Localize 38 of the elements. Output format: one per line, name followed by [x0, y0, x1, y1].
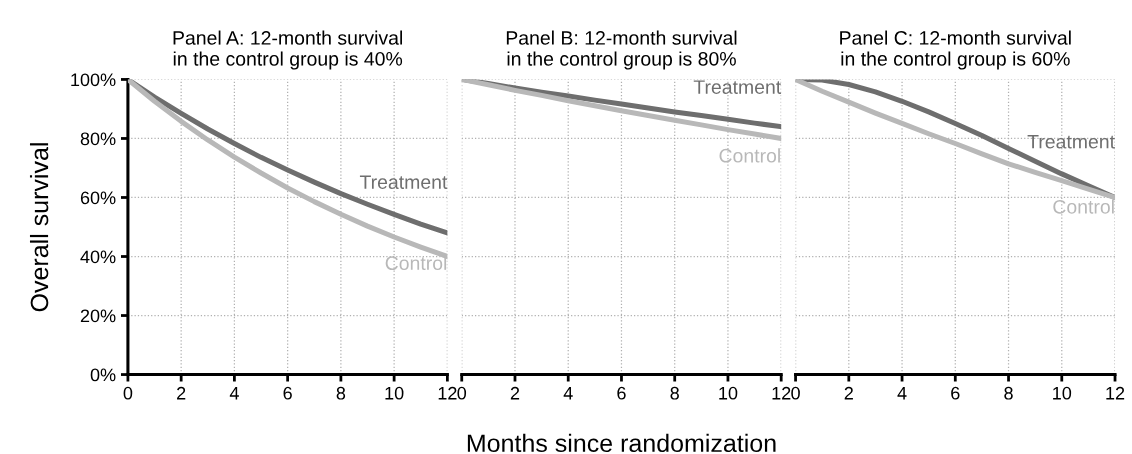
y-axis-title: Overall survival — [29, 143, 49, 312]
x-tick-label: 10 — [719, 386, 738, 400]
series-label: Treatment — [693, 80, 782, 94]
chart-title: Panel C: 12-month survival in the control group is 60% — [840, 30, 1071, 70]
x-axis-title: Months since randomization — [467, 433, 776, 453]
chart-title: Panel A: 12-month survival in the control group is 40% — [173, 30, 403, 70]
x-tick-label: 0 — [791, 386, 800, 400]
x-tick-label: 2 — [510, 386, 520, 400]
series-label: Treatment — [359, 175, 448, 189]
y-tick-label: 60% — [80, 191, 116, 205]
x-tick-label: 0 — [457, 386, 467, 400]
x-tick-label: 6 — [617, 386, 626, 400]
x-tick-label: 10 — [1053, 386, 1072, 400]
series-label: Treatment — [1027, 134, 1115, 149]
x-tick-label: 0 — [123, 386, 133, 400]
x-tick-label: 8 — [1004, 386, 1013, 400]
x-tick-label: 2 — [177, 386, 186, 400]
chart-title: Panel B: 12-month survival in the control group is 80% — [506, 30, 737, 70]
y-tick-label: 100% — [71, 73, 116, 87]
x-tick-label: 6 — [283, 386, 292, 400]
x-tick-label: 2 — [844, 386, 853, 400]
x-tick-label: 10 — [385, 386, 404, 400]
x-tick-label: 8 — [670, 386, 679, 400]
x-tick-label: 4 — [563, 387, 573, 400]
x-tick-label: 12 — [772, 386, 791, 400]
y-tick-label: 80% — [80, 132, 116, 146]
series-label: Control — [1053, 199, 1114, 214]
y-tick-label: 0% — [90, 368, 116, 382]
x-tick-label: 6 — [951, 386, 960, 400]
series-label: Control — [719, 148, 780, 163]
x-tick-label: 12 — [438, 386, 457, 400]
x-tick-label: 8 — [336, 386, 346, 400]
x-tick-label: 4 — [229, 387, 239, 400]
x-tick-label: 12 — [1106, 386, 1125, 400]
y-tick-label: 20% — [80, 309, 116, 323]
series-label: Control — [385, 255, 447, 271]
x-tick-label: 4 — [897, 387, 907, 400]
y-tick-label: 40% — [80, 250, 116, 264]
